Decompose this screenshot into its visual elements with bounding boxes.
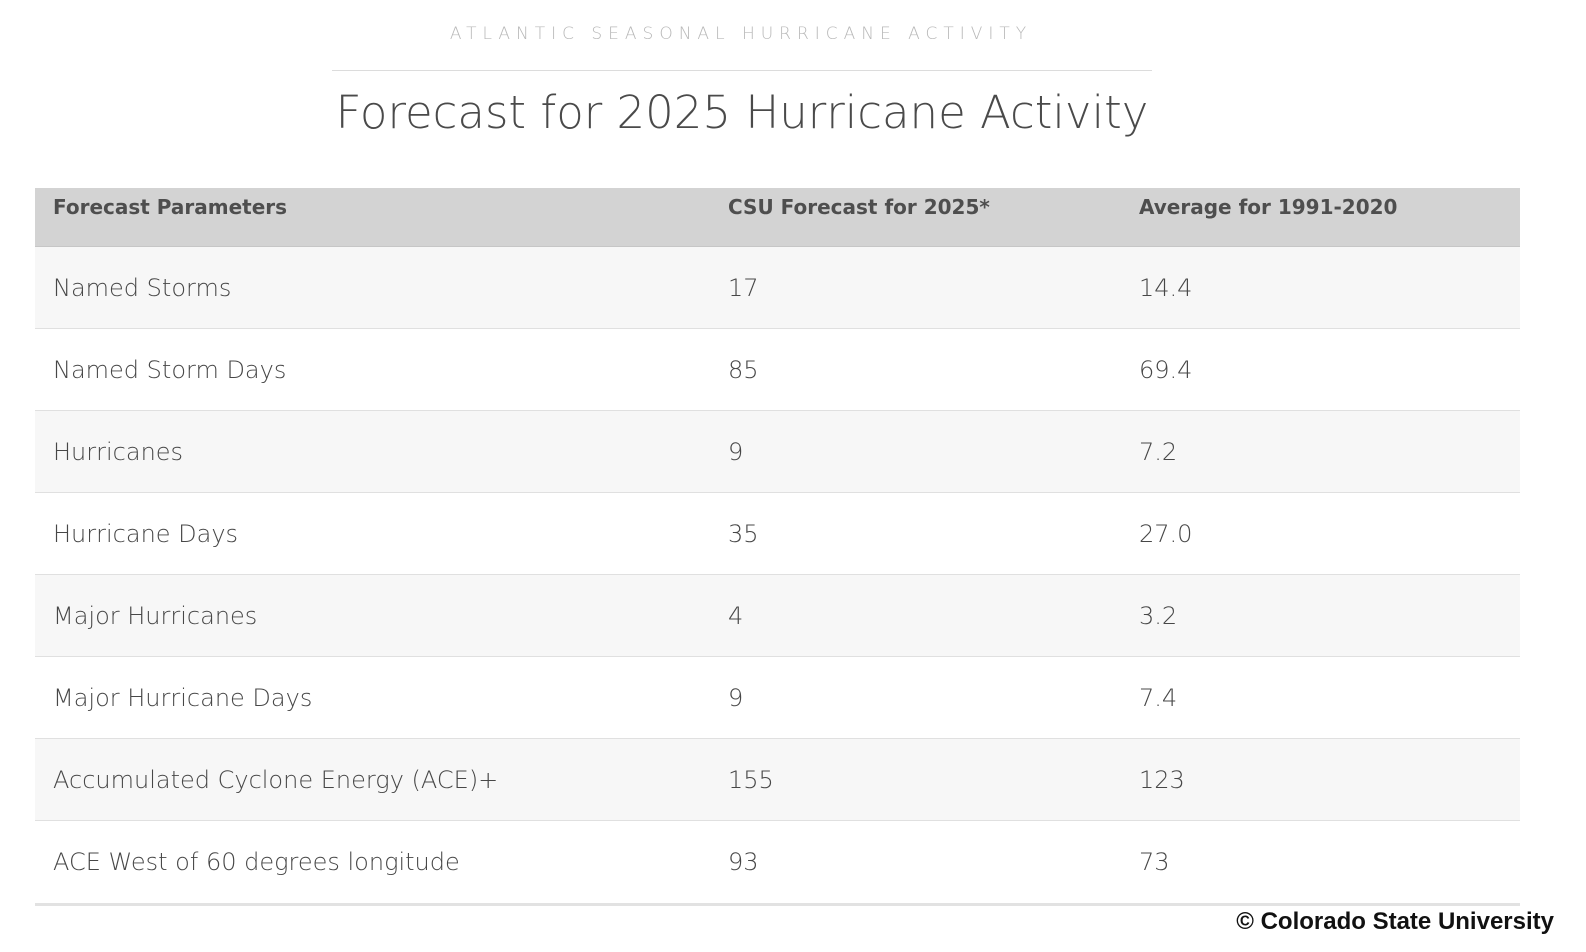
forecast-cell: 4 bbox=[728, 601, 744, 630]
forecast-cell: 155 bbox=[728, 765, 774, 794]
parameter-cell: Hurricanes bbox=[53, 437, 184, 466]
copyright-notice: © Colorado State University bbox=[1236, 908, 1554, 935]
table-header: Forecast Parameters CSU Forecast for 202… bbox=[35, 188, 1520, 247]
average-cell: 7.2 bbox=[1139, 437, 1178, 466]
average-cell: 3.2 bbox=[1139, 601, 1178, 630]
parameter-cell: Major Hurricanes bbox=[53, 601, 258, 630]
average-cell: 7.4 bbox=[1139, 683, 1178, 712]
average-cell: 73 bbox=[1139, 848, 1170, 876]
table-row: Named Storms 17 14.4 bbox=[35, 247, 1520, 329]
forecast-cell: 17 bbox=[728, 273, 759, 302]
average-cell: 14.4 bbox=[1139, 273, 1193, 302]
parameter-cell: Major Hurricane Days bbox=[53, 683, 313, 712]
forecast-cell: 9 bbox=[728, 437, 744, 466]
table-row: Major Hurricane Days 9 7.4 bbox=[35, 657, 1520, 739]
forecast-cell: 85 bbox=[728, 355, 759, 384]
column-header-average: Average for 1991-2020 bbox=[1139, 195, 1398, 219]
column-header-parameters: Forecast Parameters bbox=[53, 195, 288, 219]
forecast-cell: 9 bbox=[728, 683, 744, 712]
table-row: Hurricanes 9 7.2 bbox=[35, 411, 1520, 493]
table-row: Named Storm Days 85 69.4 bbox=[35, 329, 1520, 411]
forecast-cell: 93 bbox=[728, 848, 759, 876]
parameter-cell: Named Storms bbox=[53, 273, 232, 302]
forecast-cell: 35 bbox=[728, 519, 759, 548]
parameter-cell: ACE West of 60 degrees longitude bbox=[53, 848, 460, 876]
table-row: Hurricane Days 35 27.0 bbox=[35, 493, 1520, 575]
parameter-cell: Hurricane Days bbox=[53, 519, 239, 548]
title-divider bbox=[332, 70, 1152, 71]
table-row: Accumulated Cyclone Energy (ACE)+ 155 12… bbox=[35, 739, 1520, 821]
table-row: ACE West of 60 degrees longitude 93 73 bbox=[35, 821, 1520, 903]
parameter-cell: Accumulated Cyclone Energy (ACE)+ bbox=[53, 765, 499, 794]
average-cell: 27.0 bbox=[1139, 519, 1193, 548]
page-title: Forecast for 2025 Hurricane Activity bbox=[335, 86, 1149, 139]
forecast-table: Forecast Parameters CSU Forecast for 202… bbox=[35, 188, 1520, 906]
eyebrow-label: ATLANTIC SEASONAL HURRICANE ACTIVITY bbox=[449, 24, 1033, 44]
average-cell: 69.4 bbox=[1139, 355, 1193, 384]
table-row: Major Hurricanes 4 3.2 bbox=[35, 575, 1520, 657]
column-header-csu-forecast: CSU Forecast for 2025* bbox=[728, 195, 990, 219]
parameter-cell: Named Storm Days bbox=[53, 355, 287, 384]
average-cell: 123 bbox=[1139, 765, 1185, 794]
